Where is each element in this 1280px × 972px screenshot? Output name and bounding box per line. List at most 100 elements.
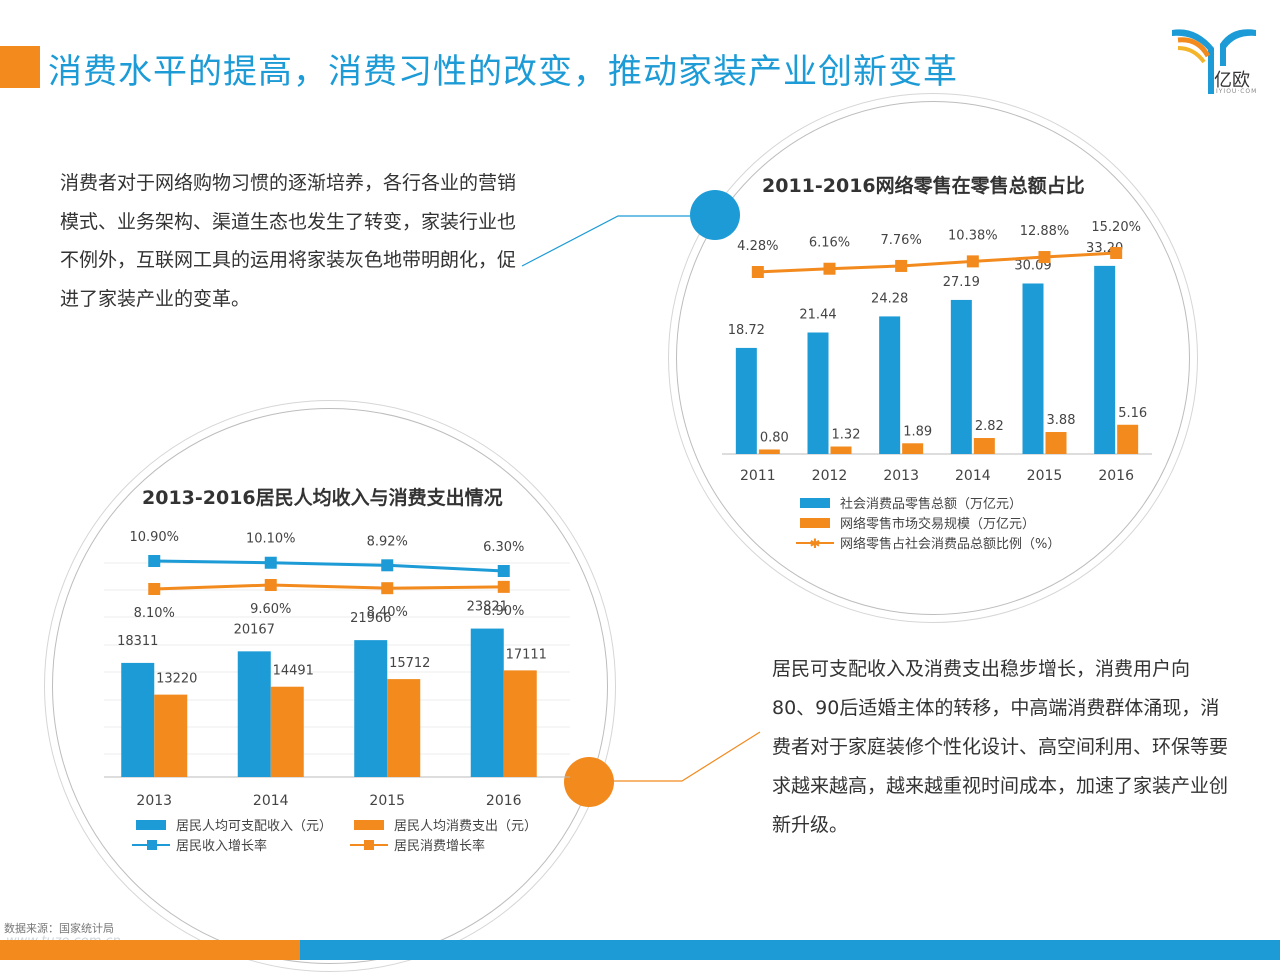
- chart1-label-online-retail: 5.16: [1118, 406, 1147, 421]
- logo-name: 亿欧: [1214, 70, 1250, 91]
- data-source: 数据来源：国家统计局: [4, 922, 114, 935]
- footer-bar-orange: [0, 940, 300, 960]
- chart2-point-consumption-growth: [148, 583, 161, 595]
- chart2-legend-income: 居民人均可支配收入（元）: [176, 819, 332, 834]
- chart1-label-retail-total: 18.72: [728, 323, 765, 338]
- chart1-label-retail-total: 21.44: [799, 308, 836, 323]
- chart2-label-consumption: 14491: [273, 664, 314, 679]
- chart2-point-income-growth: [264, 556, 277, 569]
- chart2-point-consumption-growth: [381, 582, 394, 595]
- chart2-point-income-growth: [497, 565, 510, 577]
- chart2-tick-label: 2016: [486, 793, 522, 809]
- chart2-bar-income: [470, 628, 504, 777]
- chart1-bar-retail-total: [1022, 283, 1044, 454]
- chart2-line-consumption-growth: [154, 583, 504, 591]
- chart1-point-ratio: [1110, 247, 1123, 259]
- chart1-point-ratio: [1038, 251, 1051, 264]
- chart2-point-consumption-growth: [497, 580, 510, 593]
- chart1-point-ratio: [966, 255, 979, 268]
- chart1-label-online-retail: 1.32: [832, 428, 861, 443]
- chart2-label-consumption: 13220: [156, 672, 197, 687]
- chart2-label-consumption: 15712: [389, 656, 430, 671]
- chart1-tick-label: 2012: [812, 468, 848, 484]
- chart2-legend-consumption: 居民人均消费支出（元）: [394, 819, 537, 834]
- chart1-bar-online-retail: [1117, 424, 1139, 454]
- chart2-label-income: 20167: [234, 622, 275, 637]
- chart1-legend-online: 网络零售市场交易规模（万亿元）: [840, 516, 1035, 532]
- chart2-label-consumption-growth: 9.60%: [250, 602, 291, 617]
- chart2-title: 2013-2016居民人均收入与消费支出情况: [142, 486, 503, 509]
- chart1-point-ratio: [751, 266, 764, 278]
- chart1-bar-retail-total: [735, 347, 757, 454]
- chart2-bar-consumption: [387, 679, 421, 777]
- chart2-label-consumption: 17111: [506, 647, 547, 662]
- chart2-bar-consumption: [270, 686, 304, 777]
- chart2-tick-label: 2013: [136, 793, 172, 809]
- chart2-label-income-growth: 8.92%: [367, 534, 408, 549]
- chart2-label-income: 18311: [117, 634, 158, 649]
- chart1-label-ratio: 6.16%: [809, 236, 850, 251]
- chart1-label-retail-total: 24.28: [871, 291, 908, 306]
- chart2-point-income-growth: [381, 559, 394, 572]
- chart1-bar-online-retail: [830, 446, 852, 454]
- chart1-outer-ring: [668, 93, 1198, 623]
- chart1-bar-retail-total: [950, 299, 972, 454]
- chart2-legend-income-growth: 居民收入增长率: [176, 838, 267, 854]
- chart2-point-consumption-growth: [264, 579, 277, 591]
- chart1-title: 2011-2016网络零售在零售总额占比: [762, 174, 1085, 197]
- chart2-legend-swatch-income-growth-mark: [147, 840, 157, 850]
- chart2-bar-income: [354, 640, 388, 777]
- chart1-bar-online-retail: [902, 443, 924, 454]
- chart2-label-income: 23821: [467, 600, 508, 615]
- income-paragraph: 居民可支配收入及消费支出稳步增长，消费用户向80、90后适婚主体的转移，中高端消…: [772, 658, 1229, 836]
- title-accent-bar: [0, 46, 40, 88]
- chart1-label-online-retail: 0.80: [760, 430, 789, 445]
- chart1-bar-online-retail: [973, 438, 995, 454]
- chart1-tick-label: 2011: [740, 468, 776, 484]
- chart1-tick-label: 2016: [1098, 468, 1134, 484]
- yiou-logo-icon: [1172, 29, 1256, 95]
- chart2-label-income-growth: 10.10%: [246, 532, 296, 547]
- chart1-point-ratio: [823, 262, 836, 275]
- chart2-tick-label: 2015: [369, 793, 405, 809]
- chart1-label-ratio: 7.76%: [881, 233, 922, 248]
- chart2-legend-swatch-income: [136, 820, 166, 830]
- chart1-bar-retail-total: [807, 332, 829, 454]
- chart2-label-consumption-growth: 8.10%: [134, 606, 175, 621]
- connector-dot-blue: [690, 190, 740, 240]
- chart1-bar-online-retail: [1045, 432, 1067, 454]
- footer-bar-blue: [300, 940, 1280, 960]
- chart1-label-ratio: 4.28%: [737, 239, 778, 254]
- chart1-bar-retail-total: [879, 316, 901, 454]
- chart2-legend-consumption-growth: 居民消费增长率: [394, 838, 485, 854]
- chart1-line-ratio: [757, 251, 1117, 274]
- chart2-bar-consumption: [503, 670, 537, 777]
- chart2-label-consumption-growth: 8.90%: [483, 604, 524, 619]
- chart2-bar-income: [121, 662, 155, 777]
- chart1-legend-retail: 社会消费品零售总额（万亿元）: [840, 496, 1022, 512]
- chart2-point-income-growth: [148, 555, 161, 567]
- chart1-point-ratio: [895, 259, 908, 272]
- chart2-tick-label: 2014: [253, 793, 289, 809]
- chart2-legend-swatch-consumption: [354, 820, 384, 830]
- chart1-inner-ring: [676, 101, 1190, 615]
- page-title: 消费水平的提高，消费习性的改变，推动家装产业创新变革: [48, 52, 958, 92]
- chart1-label-online-retail: 3.88: [1047, 413, 1076, 428]
- intro-paragraph: 消费者对于网络购物习惯的逐渐培养，各行各业的营销模式、业务架构、渠道生态也发生了…: [60, 172, 517, 310]
- connector-dot-orange: [564, 757, 614, 807]
- chart1-legend-ratio: 网络零售占社会消费品总额比例（%）: [840, 536, 1060, 552]
- chart2-bar-consumption: [154, 694, 188, 777]
- chart1-tick-label: 2015: [1027, 468, 1063, 484]
- chart2-line-income-growth: [154, 559, 504, 573]
- chart1-legend-swatch-ratio-mark: ✱: [810, 537, 821, 552]
- chart1-bar-online-retail: [758, 449, 780, 454]
- chart1-legend-swatch-retail: [800, 498, 830, 508]
- chart1-label-ratio: 15.20%: [1091, 220, 1141, 235]
- chart2-label-consumption-growth: 8.40%: [367, 605, 408, 620]
- chart2-legend-swatch-consumption-growth-mark: [364, 840, 374, 850]
- chart2-label-income: 21966: [350, 611, 391, 626]
- logo-subtitle: IYIOU·COM: [1216, 88, 1258, 95]
- chart1-label-ratio: 10.38%: [948, 228, 998, 243]
- chart1-tick-label: 2014: [955, 468, 991, 484]
